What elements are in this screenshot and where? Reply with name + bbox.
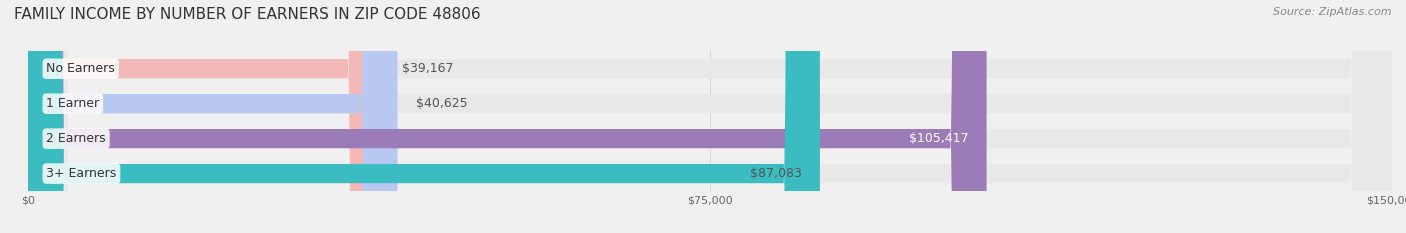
FancyBboxPatch shape <box>28 0 384 233</box>
FancyBboxPatch shape <box>28 0 1392 233</box>
FancyBboxPatch shape <box>28 0 820 233</box>
FancyBboxPatch shape <box>28 0 1392 233</box>
Text: FAMILY INCOME BY NUMBER OF EARNERS IN ZIP CODE 48806: FAMILY INCOME BY NUMBER OF EARNERS IN ZI… <box>14 7 481 22</box>
FancyBboxPatch shape <box>28 0 398 233</box>
Text: Source: ZipAtlas.com: Source: ZipAtlas.com <box>1274 7 1392 17</box>
Text: $87,083: $87,083 <box>749 167 801 180</box>
FancyBboxPatch shape <box>28 0 1392 233</box>
Text: $40,625: $40,625 <box>416 97 467 110</box>
Text: $39,167: $39,167 <box>402 62 454 75</box>
FancyBboxPatch shape <box>28 0 1392 233</box>
Text: 1 Earner: 1 Earner <box>46 97 100 110</box>
FancyBboxPatch shape <box>28 0 987 233</box>
Text: 3+ Earners: 3+ Earners <box>46 167 117 180</box>
Text: No Earners: No Earners <box>46 62 115 75</box>
Text: 2 Earners: 2 Earners <box>46 132 105 145</box>
Text: $105,417: $105,417 <box>908 132 969 145</box>
